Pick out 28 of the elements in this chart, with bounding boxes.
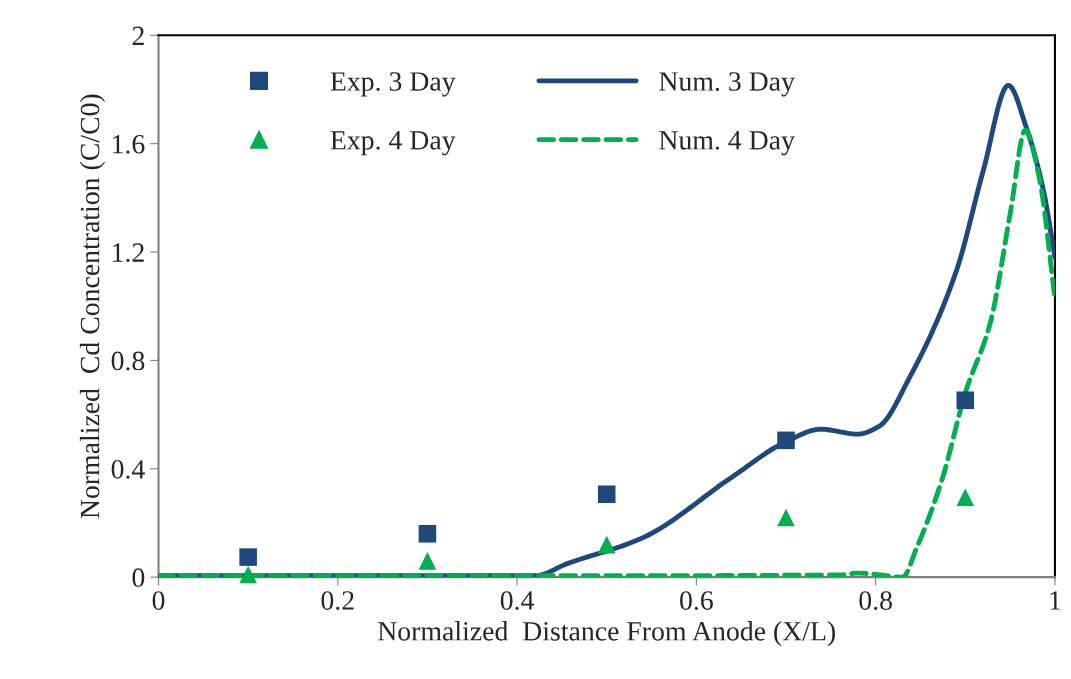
point [418,552,437,570]
y-tick-label: 1.2 [113,243,144,263]
point [777,508,795,527]
y-tick-label: 0.4 [111,459,145,479]
x-tick-label: 1 [1050,591,1061,610]
point [956,488,975,507]
y-tick-label: 0 [132,568,145,588]
point [777,431,795,450]
x-axis-title: Normalized Distance From Anode (X/L) [378,621,835,647]
x-tick-label: 0 [152,591,165,610]
y-tick-label: 1.6 [113,134,145,154]
point [418,525,437,543]
y-tick-label: 2 [132,26,144,45]
point [239,565,257,584]
point [956,391,975,410]
legend-label: Exp. 4 Day [330,131,456,156]
legend-label: Exp. 3 Day [330,72,456,97]
point [239,548,257,566]
x-tick-label: 0.4 [500,591,535,611]
x-tick-label: 0.8 [859,591,892,611]
y-axis-title: Normalized Cd Concentration (C/C0) [79,94,106,519]
legend-label: Num. 3 Day [659,72,795,97]
legend-label: Num. 4 Day [659,131,795,156]
x-tick-label: 0.6 [680,591,713,611]
y-tick-label: 0.8 [111,351,145,371]
point [597,535,616,554]
x-tick-label: 0.2 [321,591,354,611]
point [597,485,616,504]
